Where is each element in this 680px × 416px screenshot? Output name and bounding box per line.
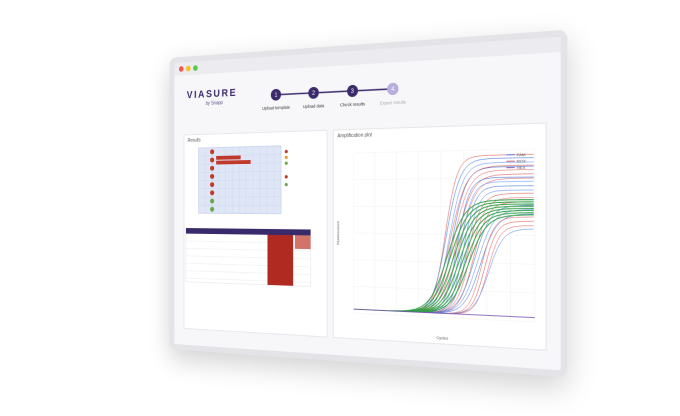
legend-icon [284, 155, 288, 160]
step-number: 2 [312, 90, 315, 97]
well [210, 182, 215, 188]
monitor-screen: VIASURE by Snapp 1 Upload template 2 Upload… [169, 29, 568, 378]
legend-label: FAM [517, 153, 526, 158]
amplification-curve [354, 166, 534, 317]
step-number: 1 [275, 92, 278, 98]
grid-line [354, 233, 535, 235]
step-number: 4 [391, 86, 394, 93]
step-label: Export results [380, 99, 406, 106]
step-label: Check results [340, 101, 365, 108]
amplification-curve [354, 193, 534, 317]
legend-icon [284, 149, 288, 154]
amplification-curve [354, 224, 534, 317]
grid-line [354, 313, 535, 322]
close-button[interactable] [178, 66, 184, 72]
grid-line [354, 149, 535, 153]
amplification-curve [354, 162, 534, 318]
plate [199, 146, 282, 214]
step-label: Upload template [262, 104, 291, 111]
table-cell-highlight [267, 234, 294, 286]
legend-label: HEX [517, 165, 526, 170]
well [210, 198, 215, 204]
amplification-curve [354, 198, 534, 318]
minimize-button[interactable] [185, 65, 191, 72]
x-axis-label: Cycles [436, 336, 448, 341]
step-circle [387, 82, 399, 96]
logo: VIASURE [186, 87, 238, 102]
amplification-curve [354, 165, 534, 317]
legend-icon [284, 161, 288, 165]
y-axis-label: Fluorescence [336, 221, 340, 245]
step-circle [308, 86, 319, 100]
amplification-curve [354, 210, 534, 318]
stepper: 1 Upload template 2 Upload data 3 Check resul… [262, 82, 406, 111]
maximize-button[interactable] [193, 65, 198, 72]
highlight [216, 160, 251, 165]
plot-panel: Amplification plot Cycles Fluorescence F… [332, 122, 547, 351]
step-circle [346, 84, 358, 98]
legend-icon [284, 175, 288, 179]
table-cell-alert [294, 235, 311, 250]
logo-sub: by Snapp [205, 100, 223, 107]
legend-label: ROX [517, 159, 527, 164]
amplification-curve [354, 227, 534, 317]
results-panel: Results [183, 129, 328, 338]
step-track [276, 89, 393, 95]
step-number: 3 [351, 88, 354, 95]
legend-icon [284, 182, 288, 187]
well [210, 206, 215, 212]
highlight [216, 155, 241, 160]
well [210, 190, 215, 196]
step-label: Upload data [303, 103, 325, 109]
plate-and-table [184, 139, 326, 337]
title-bar [174, 36, 561, 76]
